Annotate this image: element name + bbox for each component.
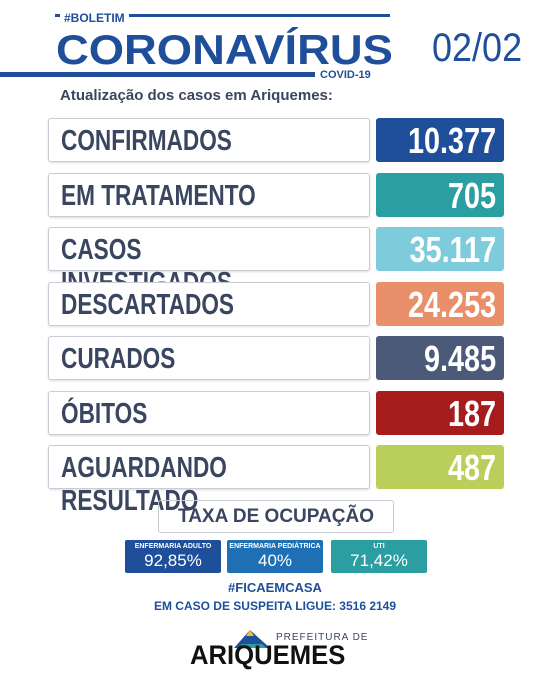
row-label: DESCARTADOS — [61, 288, 235, 321]
occupancy-box: TAXA DE OCUPAÇÃO — [158, 500, 394, 533]
row-label: ÓBITOS — [61, 397, 148, 430]
subtitle: COVID-19 — [320, 69, 371, 81]
row-value: 187 — [447, 392, 496, 434]
row-value: 10.377 — [407, 120, 496, 161]
row-label-box: ÓBITOS — [48, 390, 370, 435]
rule — [55, 14, 390, 17]
row-value-box: 487 — [376, 445, 504, 489]
row-label: AGUARDANDO RESULTADO — [61, 452, 227, 517]
logo-icon — [234, 630, 270, 648]
row-value-box: 187 — [376, 390, 504, 435]
row-label: CONFIRMADOS — [61, 125, 232, 157]
hashtag: #FICAEMCASA — [228, 580, 322, 595]
title: CORONAVÍRUS — [56, 26, 393, 73]
occupancy-item: ENFERMARIA ADULTO 92,85% — [125, 540, 221, 573]
occupancy-value: 40% — [257, 551, 293, 570]
occupancy-value: 71,42% — [350, 551, 408, 570]
row-value: 9.485 — [423, 338, 496, 379]
row-value: 705 — [447, 174, 496, 216]
occupancy-title: TAXA DE OCUPAÇÃO — [178, 506, 374, 527]
row-value: 35.117 — [409, 229, 497, 270]
row-value-box: 705 — [376, 172, 504, 217]
rule — [0, 72, 315, 77]
row-value-box: 35.117 — [376, 227, 504, 271]
row-label-box: DESCARTADOS — [48, 281, 370, 326]
row-label-box: CONFIRMADOS — [48, 118, 370, 162]
logo-top: PREFEITURA DE — [276, 632, 369, 643]
row-label: CURADOS — [61, 343, 176, 375]
intro: Atualização dos casos em Ariquemes: — [60, 87, 333, 104]
row-value-box: 9.485 — [376, 336, 504, 380]
row-label: EM TRATAMENTO — [61, 179, 256, 212]
row-label-box: CURADOS — [48, 336, 370, 380]
row-value-box: 10.377 — [376, 118, 504, 162]
occupancy-item: UTI 71,42% — [331, 540, 427, 573]
row-label-box: CASOS INVESTIGADOS — [48, 227, 370, 299]
row-label-box: AGUARDANDO RESULTADO — [48, 445, 370, 517]
row-value: 487 — [447, 447, 496, 488]
date: 02/02 — [432, 26, 523, 70]
row-value-box: 24.253 — [376, 281, 504, 326]
occupancy-label: ENFERMARIA PEDIÁTRICA — [229, 543, 321, 550]
occupancy-value: 92,85% — [144, 551, 202, 570]
tag: #BOLETIM — [60, 11, 129, 25]
row-label-box: EM TRATAMENTO — [48, 172, 370, 217]
occupancy-label: UTI — [373, 543, 385, 550]
occupancy-label: ENFERMARIA ADULTO — [134, 543, 212, 550]
logo-name: ARIQUEMES — [190, 640, 346, 670]
row-value: 24.253 — [407, 283, 496, 325]
occupancy-item: ENFERMARIA PEDIÁTRICA 40% — [227, 540, 323, 573]
phone: EM CASO DE SUSPEITA LIGUE: 3516 2149 — [153, 599, 397, 613]
